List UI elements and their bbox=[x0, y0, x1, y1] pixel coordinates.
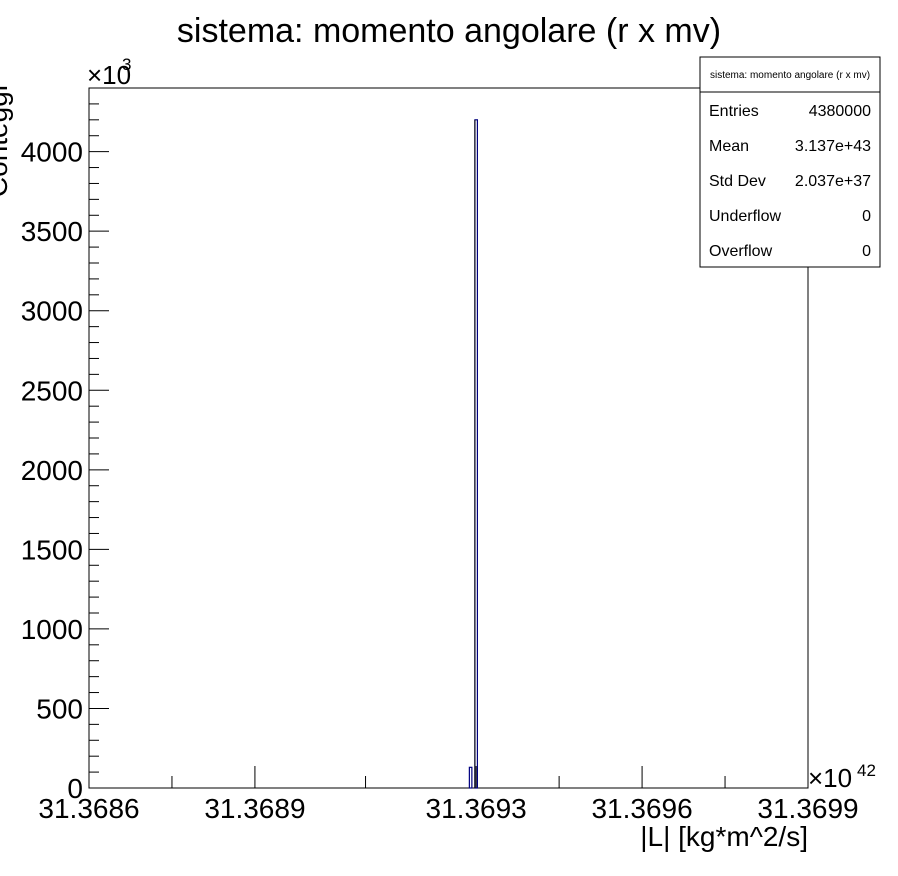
stats-row-label: Mean bbox=[709, 138, 749, 155]
x-axis-label: |L| [kg*m^2/s] bbox=[640, 821, 808, 852]
plot-area: 0 500 1000 1500 2000 2500 3000 3500 4000 31.3686 3… bbox=[21, 87, 859, 824]
chart-title: sistema: momento angolare (r x mv) bbox=[177, 12, 721, 50]
y-exponent-label: ×10 3 bbox=[87, 55, 131, 90]
y-tick-label: 3000 bbox=[21, 296, 83, 327]
svg-text:3: 3 bbox=[122, 55, 131, 74]
y-tick-label: 3500 bbox=[21, 216, 83, 247]
y-axis-label: Conteggi bbox=[0, 85, 13, 197]
y-tick-label: 2000 bbox=[21, 455, 83, 486]
y-tick-label: 1500 bbox=[21, 534, 83, 565]
x-tick-label: 31.3699 bbox=[757, 793, 858, 824]
x-tick-label: 31.3689 bbox=[204, 793, 305, 824]
stats-box: sistema: momento angolare (r x mv) Entri… bbox=[699, 56, 881, 268]
x-tick-label: 31.3693 bbox=[426, 793, 527, 824]
stats-row-label: Entries bbox=[709, 103, 759, 120]
x-exponent-label: ×10 42 bbox=[808, 761, 876, 793]
y-tick-label: 500 bbox=[36, 693, 83, 724]
stats-row-value: 4380000 bbox=[809, 103, 871, 120]
x-tick-label: 31.3696 bbox=[591, 793, 692, 824]
stats-box-title: sistema: momento angolare (r x mv) bbox=[710, 70, 870, 81]
stats-row-label: Overflow bbox=[709, 243, 773, 260]
svg-text:×10: ×10 bbox=[87, 60, 131, 90]
stats-row-value: 0 bbox=[862, 208, 871, 225]
y-tick-label: 4000 bbox=[21, 137, 83, 168]
stats-row-label: Underflow bbox=[709, 208, 781, 225]
histogram-bar bbox=[468, 766, 473, 789]
stats-row-value: 3.137e+43 bbox=[795, 138, 871, 155]
y-tick-label: 2500 bbox=[21, 375, 83, 406]
svg-text:×10: ×10 bbox=[808, 763, 852, 793]
y-tick-label: 1000 bbox=[21, 614, 83, 645]
stats-row-value: 0 bbox=[862, 243, 871, 260]
y-tick-label: 0 bbox=[67, 773, 83, 804]
svg-text:42: 42 bbox=[857, 761, 876, 780]
stats-row-label: Std Dev bbox=[709, 173, 766, 190]
stats-row-value: 2.037e+37 bbox=[795, 173, 871, 190]
x-tick-label: 31.3686 bbox=[38, 793, 139, 824]
